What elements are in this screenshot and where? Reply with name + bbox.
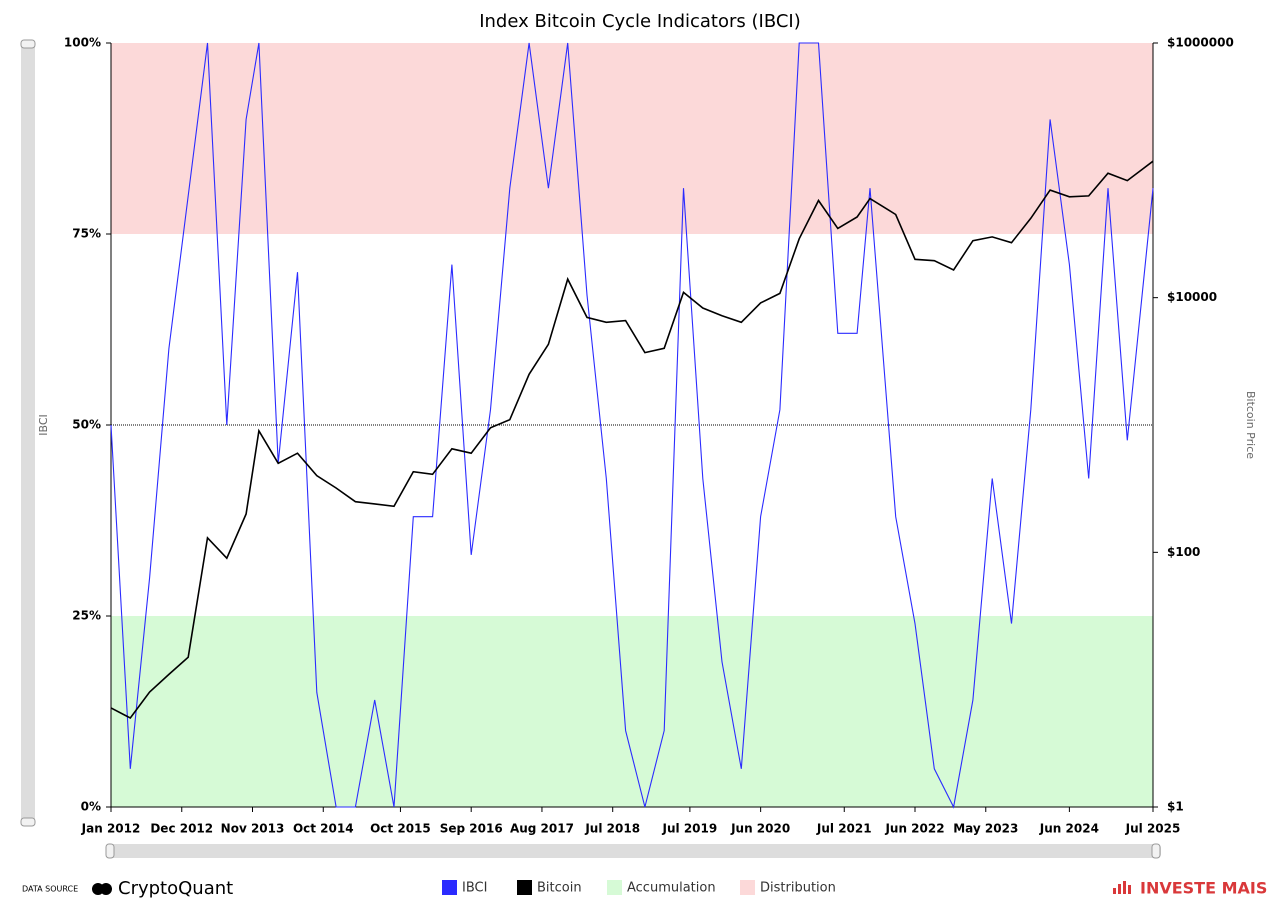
legend-swatch	[607, 880, 622, 895]
x-tick-label: May 2023	[953, 822, 1018, 836]
logo-icon	[100, 883, 112, 895]
y-tick-label: 50%	[72, 418, 101, 432]
x-tick-label: Jan 2012	[81, 822, 141, 836]
x-tick-label: Jun 2024	[1039, 822, 1099, 836]
y2-tick-label: $1000000	[1167, 36, 1234, 50]
band	[111, 43, 1153, 234]
legend-label: Distribution	[760, 881, 836, 896]
y2-tick-label: $10000	[1167, 290, 1217, 304]
scroll-handle[interactable]	[105, 843, 115, 859]
x-tick-label: Oct 2015	[370, 822, 431, 836]
legend-swatch	[442, 880, 457, 895]
scroll-handle[interactable]	[20, 817, 36, 827]
legend-label: IBCI	[462, 881, 487, 896]
vertical-scrollbar[interactable]	[21, 40, 35, 826]
footer-brand: INVESTE MAIS	[1140, 879, 1267, 898]
y2-axis-label: Bitcoin Price	[1244, 391, 1257, 459]
footer-source-label: DATA SOURCE	[22, 885, 78, 894]
y-tick-label: 100%	[64, 36, 101, 50]
footer-source: CryptoQuant	[118, 878, 233, 899]
chart-title: Index Bitcoin Cycle Indicators (IBCI)	[479, 11, 801, 32]
x-tick-label: Jul 2018	[584, 822, 640, 836]
x-tick-label: Oct 2014	[293, 822, 354, 836]
legend-swatch	[517, 880, 532, 895]
x-tick-label: Jul 2025	[1125, 822, 1181, 836]
y2-tick-label: $100	[1167, 545, 1200, 559]
y-tick-label: 0%	[81, 800, 101, 814]
legend-swatch	[740, 880, 755, 895]
series-line	[110, 160, 1154, 720]
x-tick-label: Nov 2013	[221, 822, 285, 836]
y2-tick-label: $1	[1167, 800, 1184, 814]
brand-icon	[1113, 881, 1131, 894]
x-tick-label: Jul 2019	[662, 822, 718, 836]
x-tick-label: Jun 2020	[730, 822, 790, 836]
y-tick-label: 25%	[72, 609, 101, 623]
legend-label: Accumulation	[627, 881, 716, 896]
x-tick-label: Jul 2021	[816, 822, 872, 836]
x-tick-label: Jun 2022	[884, 822, 944, 836]
x-tick-label: Aug 2017	[510, 822, 574, 836]
scroll-handle[interactable]	[20, 39, 36, 49]
band	[111, 616, 1153, 807]
x-tick-label: Dec 2012	[150, 822, 213, 836]
y-axis-label: IBCI	[37, 414, 50, 436]
horizontal-scrollbar[interactable]	[106, 844, 1161, 858]
y-tick-label: 75%	[72, 227, 101, 241]
scroll-handle[interactable]	[1151, 843, 1161, 859]
x-tick-label: Sep 2016	[440, 822, 503, 836]
legend-label: Bitcoin	[537, 881, 582, 896]
